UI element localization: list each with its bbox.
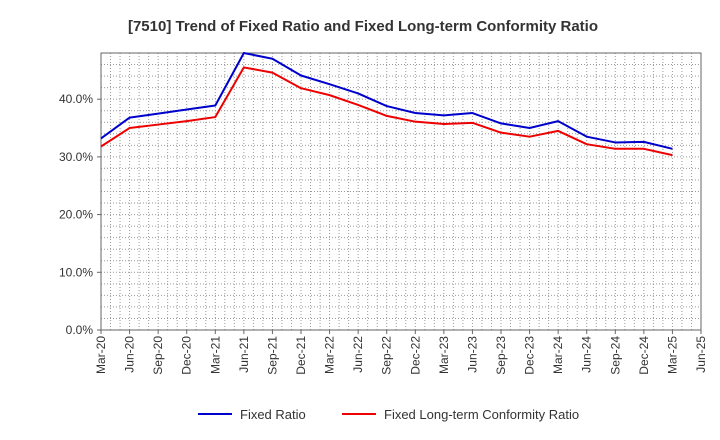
x-tick-label: Dec-23 — [523, 336, 537, 375]
series-line-1 — [100, 52, 673, 150]
x-tick-label: Mar-25 — [665, 336, 679, 374]
x-tick-label: Sep-22 — [380, 336, 394, 375]
legend: Fixed Ratio Fixed Long-term Conformity Ra… — [198, 407, 579, 422]
x-tick-label: Dec-21 — [294, 336, 308, 375]
x-tick-label: Jun-21 — [237, 336, 251, 373]
x-tick-label: Jun-25 — [694, 336, 708, 373]
y-tick-label: 10.0% — [59, 265, 93, 279]
x-tick-label: Dec-20 — [180, 336, 194, 375]
x-tick-label: Mar-24 — [551, 336, 565, 374]
y-tick-label: 30.0% — [59, 150, 93, 164]
x-tick-label: Dec-24 — [637, 336, 651, 375]
x-tick-label: Sep-21 — [265, 336, 279, 375]
plot-border — [100, 52, 702, 331]
x-tick-label: Jun-20 — [123, 336, 137, 373]
legend-label-1: Fixed Ratio — [240, 407, 306, 422]
x-tick-label: Mar-22 — [323, 336, 337, 374]
series-line-2 — [100, 66, 673, 157]
y-tick-label: 40.0% — [59, 92, 93, 106]
x-tick-label: Jun-23 — [465, 336, 479, 373]
plot-area: 0.0% 10.0% 20.0% 30.0% 40.0% Mar-20 Jun-20 Sep-… — [59, 52, 708, 375]
x-tick-label: Dec-22 — [408, 336, 422, 375]
x-tick-label: Jun-24 — [580, 336, 594, 373]
y-tick-label: 0.0% — [66, 323, 94, 337]
x-tick-label: Sep-20 — [151, 336, 165, 375]
y-tick-label: 20.0% — [59, 208, 93, 222]
x-tick-label: Mar-23 — [437, 336, 451, 374]
x-tick-label: Sep-24 — [608, 336, 622, 375]
legend-label-2: Fixed Long-term Conformity Ratio — [384, 407, 579, 422]
x-tick-label: Sep-23 — [494, 336, 508, 375]
x-tick-label: Jun-22 — [351, 336, 365, 373]
x-tick-label: Mar-20 — [94, 336, 108, 374]
chart-title: [7510] Trend of Fixed Ratio and Fixed Lo… — [128, 18, 598, 35]
x-tick-label: Mar-21 — [208, 336, 222, 374]
